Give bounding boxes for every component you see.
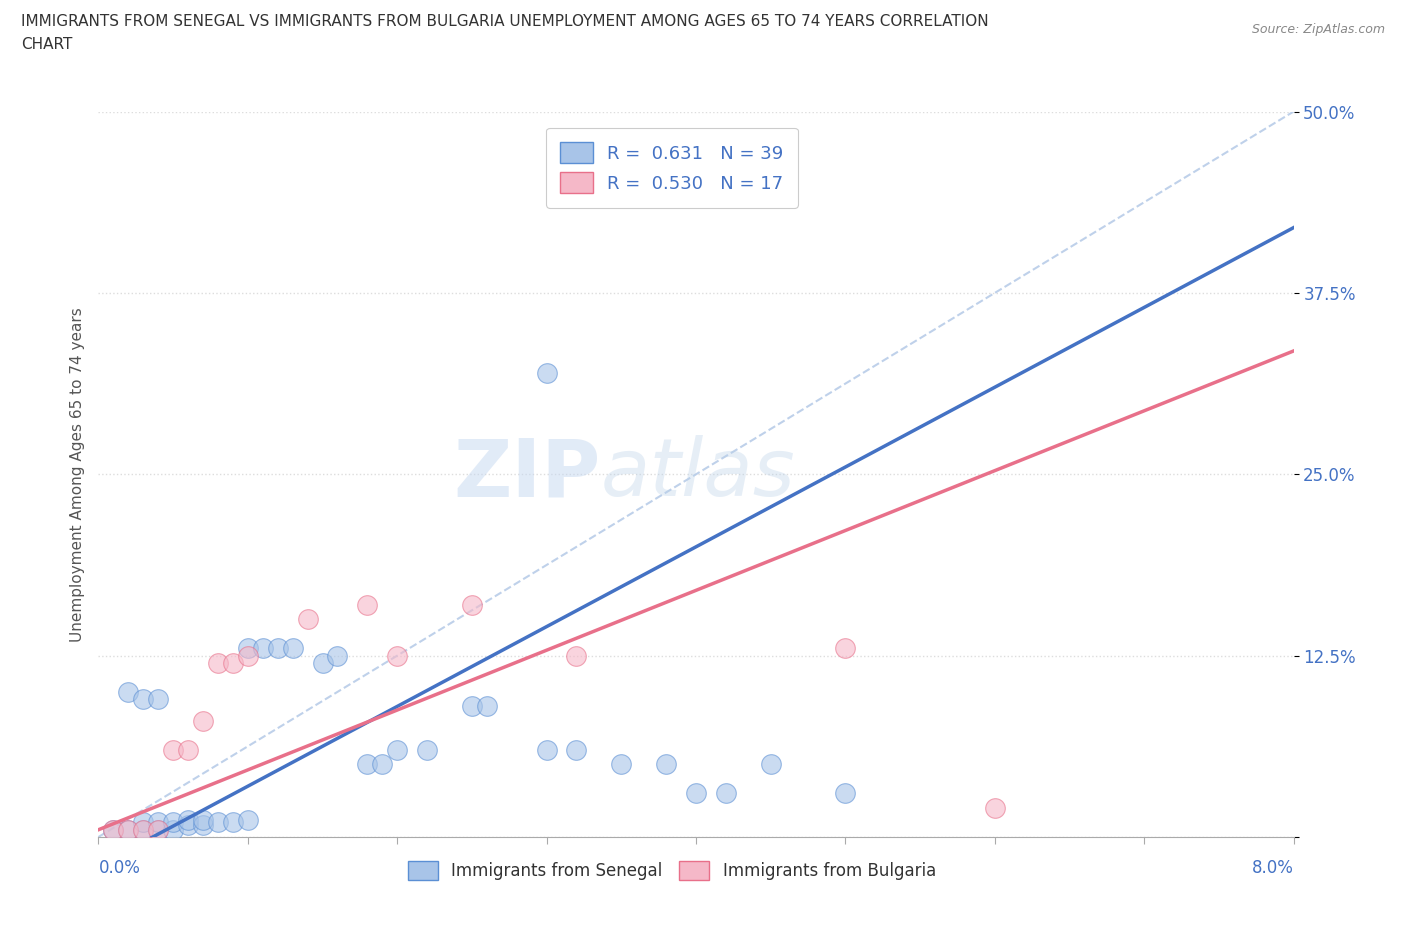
- Point: [461, 597, 484, 612]
- Y-axis label: Unemployment Among Ages 65 to 74 years: Unemployment Among Ages 65 to 74 years: [69, 307, 84, 642]
- Point: [655, 757, 678, 772]
- Point: [148, 822, 170, 837]
- Point: [610, 757, 633, 772]
- Point: [191, 713, 214, 728]
- Point: [177, 818, 200, 833]
- Point: [132, 815, 155, 830]
- Point: [132, 692, 155, 707]
- Point: [834, 641, 856, 656]
- Point: [385, 648, 409, 663]
- Point: [311, 656, 333, 671]
- Point: [356, 597, 378, 612]
- Text: Source: ZipAtlas.com: Source: ZipAtlas.com: [1251, 23, 1385, 36]
- Point: [148, 822, 170, 837]
- Point: [565, 742, 588, 757]
- Point: [117, 822, 139, 837]
- Point: [207, 815, 229, 830]
- Point: [281, 641, 304, 656]
- Point: [461, 699, 484, 714]
- Point: [297, 612, 319, 627]
- Point: [117, 822, 139, 837]
- Point: [834, 786, 856, 801]
- Point: [117, 684, 139, 699]
- Point: [475, 699, 498, 714]
- Point: [103, 822, 125, 837]
- Point: [565, 648, 588, 663]
- Point: [207, 656, 229, 671]
- Point: [236, 641, 259, 656]
- Point: [385, 742, 409, 757]
- Point: [177, 812, 200, 827]
- Point: [222, 815, 245, 830]
- Point: [685, 786, 707, 801]
- Legend: Immigrants from Senegal, Immigrants from Bulgaria: Immigrants from Senegal, Immigrants from…: [402, 854, 942, 886]
- Point: [371, 757, 394, 772]
- Text: IMMIGRANTS FROM SENEGAL VS IMMIGRANTS FROM BULGARIA UNEMPLOYMENT AMONG AGES 65 T: IMMIGRANTS FROM SENEGAL VS IMMIGRANTS FR…: [21, 14, 988, 29]
- Text: CHART: CHART: [21, 37, 73, 52]
- Point: [132, 822, 155, 837]
- Point: [759, 757, 782, 772]
- Point: [103, 822, 125, 837]
- Point: [536, 365, 558, 380]
- Text: 8.0%: 8.0%: [1251, 859, 1294, 877]
- Point: [222, 656, 245, 671]
- Point: [177, 742, 200, 757]
- Point: [162, 822, 184, 837]
- Point: [132, 822, 155, 837]
- Point: [356, 757, 378, 772]
- Point: [252, 641, 274, 656]
- Point: [326, 648, 349, 663]
- Point: [148, 815, 170, 830]
- Point: [148, 692, 170, 707]
- Point: [191, 818, 214, 833]
- Point: [984, 801, 1007, 816]
- Point: [162, 742, 184, 757]
- Point: [162, 815, 184, 830]
- Text: atlas: atlas: [600, 435, 796, 513]
- Point: [191, 812, 214, 827]
- Point: [267, 641, 290, 656]
- Point: [714, 786, 737, 801]
- Point: [236, 812, 259, 827]
- Text: ZIP: ZIP: [453, 435, 600, 513]
- Text: 0.0%: 0.0%: [98, 859, 141, 877]
- Point: [236, 648, 259, 663]
- Point: [536, 742, 558, 757]
- Point: [416, 742, 439, 757]
